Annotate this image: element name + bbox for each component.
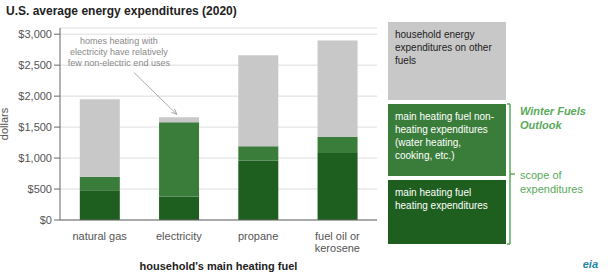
html-text:Outlook: Outlook — [520, 119, 562, 131]
svg-text:natural gas: natural gas — [72, 230, 127, 242]
svg-text:$1,000: $1,000 — [18, 152, 52, 164]
html-text:Winter Fuels: Winter Fuels — [520, 105, 586, 117]
svg-text:$2,000: $2,000 — [18, 90, 52, 102]
svg-text:$3,000: $3,000 — [18, 28, 52, 40]
html-text:household energy expenditures: household energy expenditures on other f… — [395, 29, 492, 66]
svg-text:fuel oil orkerosene: fuel oil orkerosene — [315, 230, 360, 254]
html-text:eia: eia — [582, 258, 598, 270]
svg-text:household's main heating fuel: household's main heating fuel — [140, 260, 298, 272]
html-text:U.S. average energy expenditur: U.S. average energy expenditures (2020) — [6, 4, 237, 18]
svg-text:$2,500: $2,500 — [18, 59, 52, 71]
html-text:scope of: scope of — [520, 169, 562, 181]
svg-text:dollars: dollars — [8, 107, 10, 140]
svg-text:$1,500: $1,500 — [18, 121, 52, 133]
html-text:main heating fuel non-heating: main heating fuel non-heating expenditur… — [395, 111, 494, 161]
svg-text:electricity: electricity — [156, 230, 202, 242]
html-text:expenditures: expenditures — [520, 183, 583, 195]
html-text:main heating fuel heating expe: main heating fuel heating expenditures — [395, 187, 488, 211]
svg-text:$500: $500 — [28, 183, 52, 195]
svg-text:$0: $0 — [40, 214, 52, 226]
svg-text:propane: propane — [238, 230, 278, 242]
svg-text:homes heating withelectricity: homes heating withelectricity have relat… — [68, 36, 171, 68]
